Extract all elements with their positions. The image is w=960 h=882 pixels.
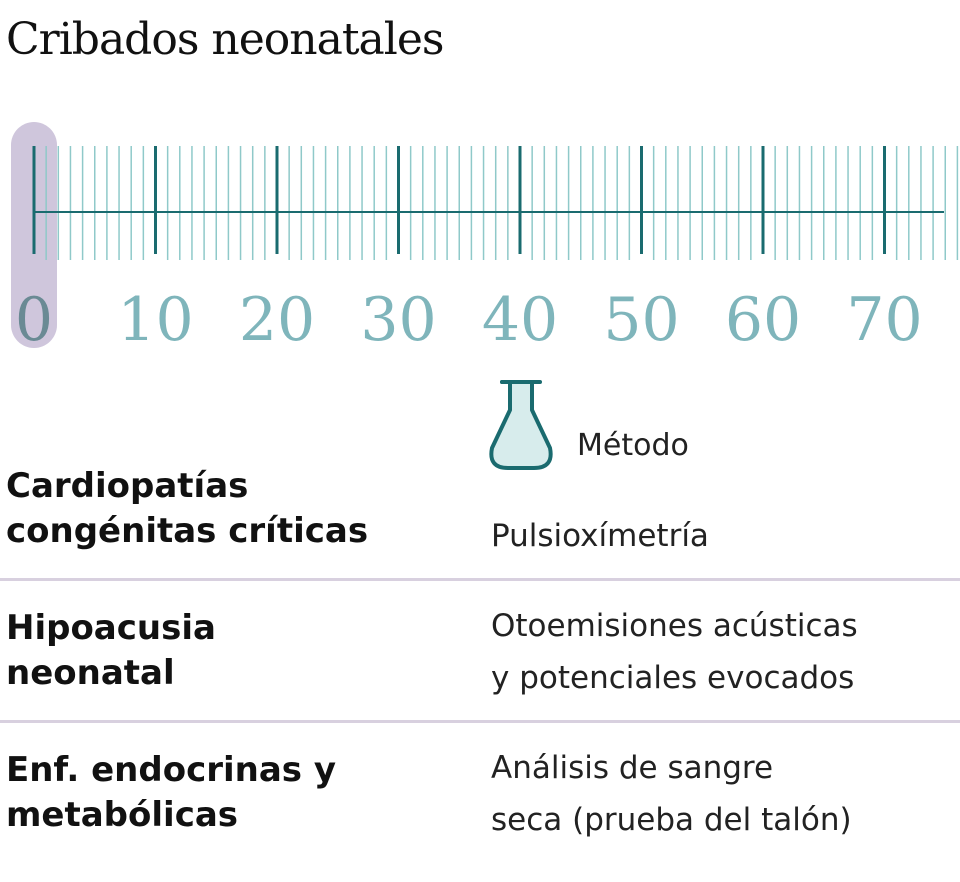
row-divider [0, 578, 960, 581]
timeline-scale: 0 10 20 30 40 50 60 70 [11, 122, 959, 355]
method-text: Análisis de sangre seca (prueba del taló… [491, 750, 852, 838]
condition-name: Enf. endocrinas y metabólicas [6, 750, 337, 835]
tick-label: 10 [117, 285, 193, 355]
flask-icon [486, 378, 556, 477]
row-divider [0, 720, 960, 723]
method-column-header: Método [577, 428, 689, 463]
tick-label: 50 [603, 285, 679, 355]
tick-label: 60 [725, 285, 801, 355]
method-text: Pulsioxímetría [491, 518, 709, 554]
tick-label: 30 [360, 285, 436, 355]
condition-name: Cardiopatías congénitas críticas [6, 466, 369, 551]
scale-tick-labels: 0 10 20 30 40 50 60 70 [15, 285, 923, 355]
scale-ticks [32, 146, 959, 260]
tick-label: 40 [482, 285, 558, 355]
tick-label: 0 [15, 285, 53, 355]
method-text: Otoemisiones acústicas y potenciales evo… [491, 608, 858, 696]
tick-label: 20 [239, 285, 315, 355]
page-title: Cribados neonatales [6, 14, 444, 65]
condition-name: Hipoacusia neonatal [6, 608, 216, 693]
tick-label: 70 [846, 285, 922, 355]
